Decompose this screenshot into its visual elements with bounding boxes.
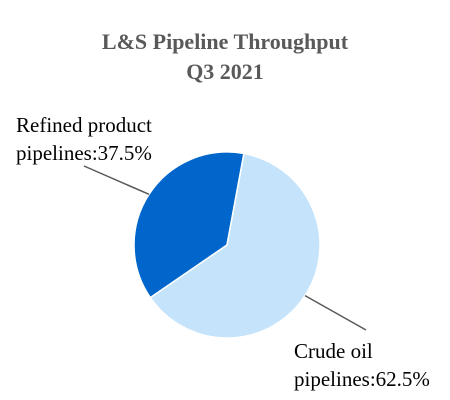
slice-label-crude-oil-pipelines-line-1: Crude oil <box>294 339 373 363</box>
slice-label-refined-product-pipelines-line-1: Refined product <box>16 113 152 137</box>
leader-line-crude-oil-pipelines <box>304 294 367 331</box>
chart-title: L&S Pipeline Throughput Q3 2021 <box>102 29 349 84</box>
slice-labels: Refined product pipelines:37.5% Crude oil p… <box>16 113 430 391</box>
leader-line-refined-product-pipelines <box>83 165 150 196</box>
pie-slice-refined-product-pipelines <box>133 151 245 299</box>
slice-label-refined-product-pipelines-line-2: pipelines:37.5% <box>16 141 152 165</box>
chart-title-line-1: L&S Pipeline Throughput <box>102 29 349 54</box>
chart-title-line-2: Q3 2021 <box>186 59 264 84</box>
leader-lines <box>83 165 367 331</box>
pie-slices <box>133 151 321 339</box>
slice-label-crude-oil-pipelines-line-2: pipelines:62.5% <box>294 367 430 391</box>
